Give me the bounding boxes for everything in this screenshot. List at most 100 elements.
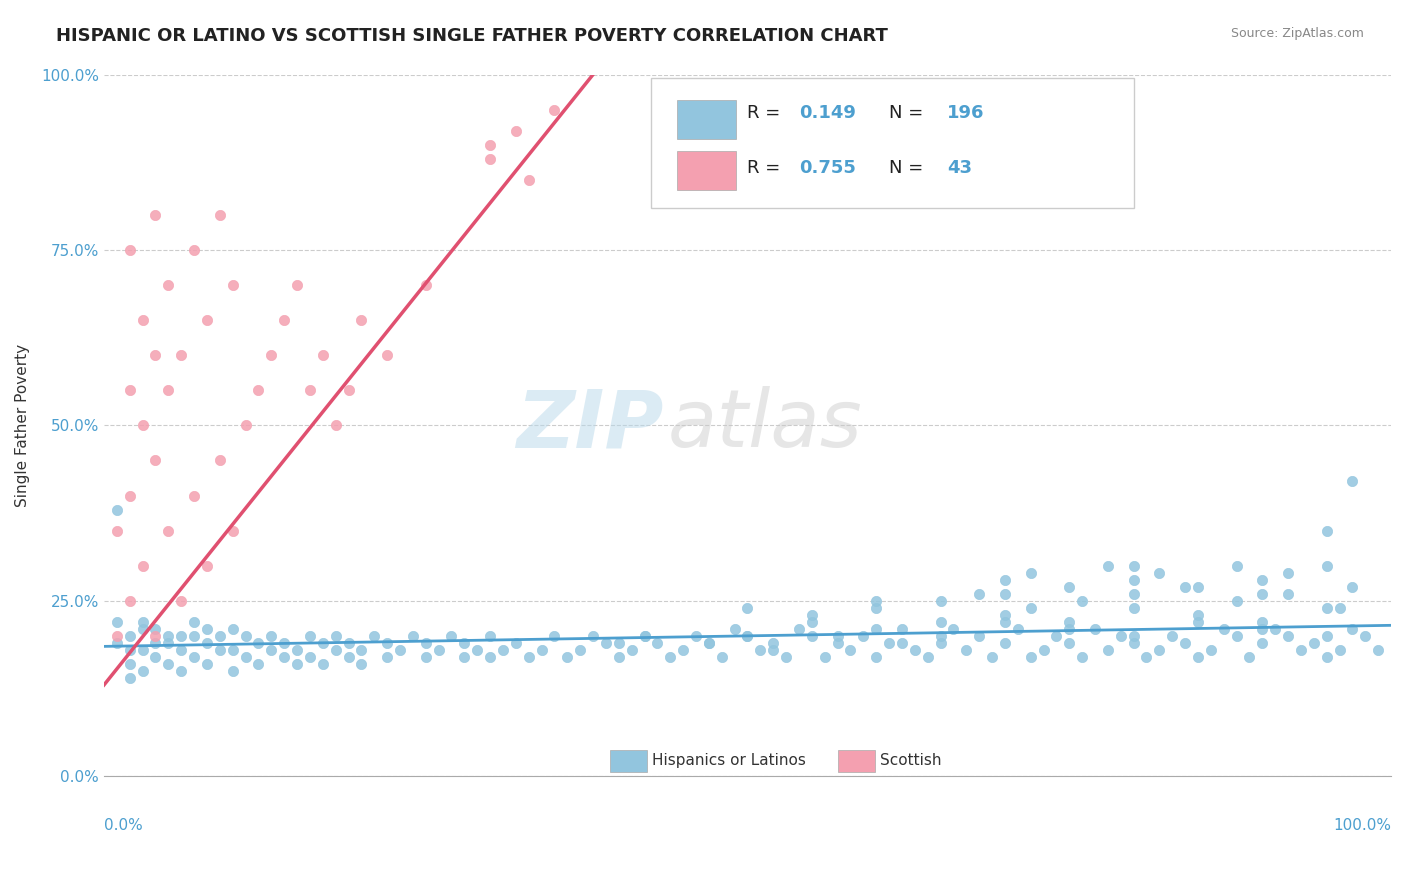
Point [1341,475,1364,489]
Point [697,636,720,650]
Point [247,384,270,398]
Point [1122,636,1144,650]
Point [1122,558,1144,573]
Point [183,615,205,629]
Point [1084,622,1107,636]
Point [1019,566,1042,580]
Point [517,649,540,664]
Point [1187,649,1209,664]
Point [298,649,321,664]
Point [208,629,231,643]
Point [1174,636,1197,650]
Point [1289,643,1312,657]
Text: 0.0%: 0.0% [104,818,143,833]
Point [1277,587,1299,601]
Point [131,615,153,629]
Point [221,643,243,657]
Point [814,649,837,664]
Text: 0.149: 0.149 [799,104,856,122]
Point [195,657,218,671]
Point [1071,649,1094,664]
Point [543,103,565,117]
Point [285,278,308,293]
Point [170,594,193,608]
Point [1277,566,1299,580]
Point [337,636,360,650]
Point [221,664,243,678]
Point [325,629,347,643]
Point [1316,558,1339,573]
Point [787,622,810,636]
Point [298,384,321,398]
Point [967,587,990,601]
Point [105,629,128,643]
Point [1161,629,1184,643]
Text: Source: ZipAtlas.com: Source: ZipAtlas.com [1230,27,1364,40]
Point [157,629,180,643]
Point [1341,622,1364,636]
Point [350,657,373,671]
Point [607,649,630,664]
Text: 100.0%: 100.0% [1333,818,1391,833]
Point [595,636,617,650]
Text: Scottish: Scottish [880,753,942,768]
Point [517,173,540,187]
Point [697,636,720,650]
Point [118,594,141,608]
Point [1316,600,1339,615]
Y-axis label: Single Father Poverty: Single Father Poverty [15,343,30,507]
Text: Hispanics or Latinos: Hispanics or Latinos [652,753,806,768]
Point [1367,643,1389,657]
FancyBboxPatch shape [651,78,1133,208]
FancyBboxPatch shape [676,100,735,139]
Text: R =: R = [748,104,786,122]
Point [994,636,1017,650]
Point [221,278,243,293]
Point [1251,622,1274,636]
Point [1316,524,1339,538]
Point [273,649,295,664]
Point [131,313,153,327]
Point [1187,615,1209,629]
Point [555,649,578,664]
Point [118,643,141,657]
Point [1329,643,1351,657]
Point [942,622,965,636]
FancyBboxPatch shape [610,749,647,772]
Point [298,629,321,643]
Point [1251,636,1274,650]
Point [247,636,270,650]
Point [479,629,502,643]
Point [260,629,283,643]
Point [479,137,502,152]
Point [157,657,180,671]
Point [440,629,463,643]
Point [955,643,977,657]
Point [1122,600,1144,615]
Point [415,649,437,664]
Point [247,657,270,671]
Point [453,636,475,650]
Point [145,622,167,636]
Point [118,384,141,398]
Point [865,622,887,636]
Point [672,643,695,657]
Point [723,622,745,636]
Text: 43: 43 [948,159,972,177]
Point [492,643,515,657]
Point [890,622,912,636]
Point [1174,580,1197,594]
Point [737,629,759,643]
Point [183,649,205,664]
Point [505,636,527,650]
Point [479,152,502,166]
Point [312,348,335,362]
Point [260,643,283,657]
Point [453,649,475,664]
Point [157,278,180,293]
Point [994,573,1017,587]
Point [710,649,733,664]
Point [994,615,1017,629]
Point [737,600,759,615]
Point [1097,643,1119,657]
